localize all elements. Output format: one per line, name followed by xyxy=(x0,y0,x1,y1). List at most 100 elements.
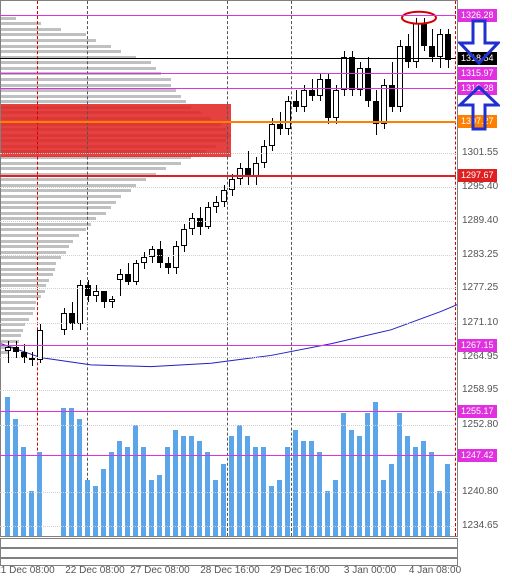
profile-bar xyxy=(1,84,171,87)
candle-body xyxy=(325,79,331,118)
volume-bar xyxy=(133,425,138,536)
price-line xyxy=(0,345,456,346)
price-line xyxy=(0,411,456,412)
gridline xyxy=(0,288,456,289)
volume-bar xyxy=(381,480,386,536)
candle-body xyxy=(133,263,139,283)
price-line xyxy=(0,88,456,89)
candle-body xyxy=(165,263,171,269)
chart-root: 1326.281318.541315.971313.281307.271297.… xyxy=(0,0,512,579)
candle-body xyxy=(397,46,403,107)
profile-bar xyxy=(1,61,151,64)
y-tick-label: 1301.55 xyxy=(462,148,507,158)
profile-bar xyxy=(1,89,176,92)
gridline xyxy=(0,153,456,154)
volume-bar xyxy=(37,452,42,536)
volume-bar xyxy=(213,480,218,536)
candle-body xyxy=(285,101,291,129)
price-line xyxy=(0,121,456,123)
gridline xyxy=(0,390,456,391)
candle-body xyxy=(149,249,155,257)
profile-bar xyxy=(1,195,121,198)
candle-body xyxy=(77,285,83,324)
price-line xyxy=(0,175,456,177)
gridline xyxy=(0,187,456,188)
profile-bar xyxy=(1,307,35,310)
candle-body xyxy=(405,46,411,63)
volume-bar xyxy=(365,413,370,536)
volume-bar xyxy=(357,436,362,536)
candle-body xyxy=(277,124,283,130)
gridline xyxy=(0,425,456,426)
profile-bar xyxy=(1,206,111,209)
y-tick-label: 1240.80 xyxy=(462,487,507,497)
profile-poc-band xyxy=(1,104,231,157)
volume-bar xyxy=(189,436,194,536)
volume-bar xyxy=(181,436,186,536)
profile-bar xyxy=(1,273,53,276)
y-tick-label: 1252.80 xyxy=(462,420,507,430)
volume-bar xyxy=(85,480,90,536)
gridline xyxy=(0,221,456,222)
x-tick-label: 27 Dec 08:00 xyxy=(130,565,190,576)
candle-body xyxy=(261,146,267,163)
plot-area[interactable] xyxy=(0,0,458,537)
volume-bar xyxy=(5,397,10,536)
volume-bar xyxy=(373,402,378,536)
profile-bar xyxy=(1,95,181,98)
profile-bar xyxy=(1,22,41,25)
candle-body xyxy=(221,190,227,201)
candle-body xyxy=(117,274,123,280)
candle-body xyxy=(101,291,107,302)
gridline xyxy=(0,526,456,527)
price-line xyxy=(0,73,456,74)
candle-body xyxy=(213,202,219,208)
candle-body xyxy=(205,207,211,227)
price-line xyxy=(0,58,456,59)
candle-body xyxy=(229,179,235,190)
volume-bar xyxy=(109,452,114,536)
candle-body xyxy=(93,291,99,297)
volume-bar xyxy=(317,452,322,536)
candle-body xyxy=(381,85,387,124)
volume-bar xyxy=(293,430,298,536)
candle-body xyxy=(333,90,339,118)
volume-bar xyxy=(405,436,410,536)
profile-bar xyxy=(1,318,29,321)
volume-bar xyxy=(77,419,82,536)
candle-wick xyxy=(120,269,121,297)
volume-bar xyxy=(173,430,178,536)
sub-panel xyxy=(0,548,458,558)
profile-bar xyxy=(1,284,46,287)
vertical-marker xyxy=(227,1,228,536)
candle-body xyxy=(197,218,203,226)
volume-bar xyxy=(157,475,162,536)
volume-bar xyxy=(93,486,98,536)
volume-bar xyxy=(437,491,442,536)
volume-bar xyxy=(325,491,330,536)
candle-body xyxy=(109,299,115,302)
candle-body xyxy=(125,274,131,282)
vertical-marker xyxy=(87,1,88,536)
profile-bar xyxy=(1,33,86,36)
sub-panel xyxy=(0,558,458,566)
profile-bar xyxy=(1,162,181,165)
y-tick-label: 1289.40 xyxy=(462,216,507,226)
candle-body xyxy=(421,23,427,45)
profile-bar xyxy=(1,100,186,103)
volume-bar xyxy=(397,413,402,536)
vertical-marker xyxy=(455,1,456,536)
volume-bar xyxy=(269,486,274,536)
arrow-down-icon xyxy=(458,19,500,65)
profile-bar xyxy=(1,201,116,204)
profile-bar xyxy=(1,178,146,181)
candle-body xyxy=(141,257,147,263)
profile-bar xyxy=(1,262,56,265)
profile-bar xyxy=(1,334,21,337)
gridline xyxy=(0,323,456,324)
price-tag: 1247.42 xyxy=(458,449,497,462)
price-tag: 1255.17 xyxy=(458,405,497,418)
volume-bar xyxy=(205,452,210,536)
price-tag: 1267.15 xyxy=(458,339,497,352)
candle-body xyxy=(173,246,179,268)
